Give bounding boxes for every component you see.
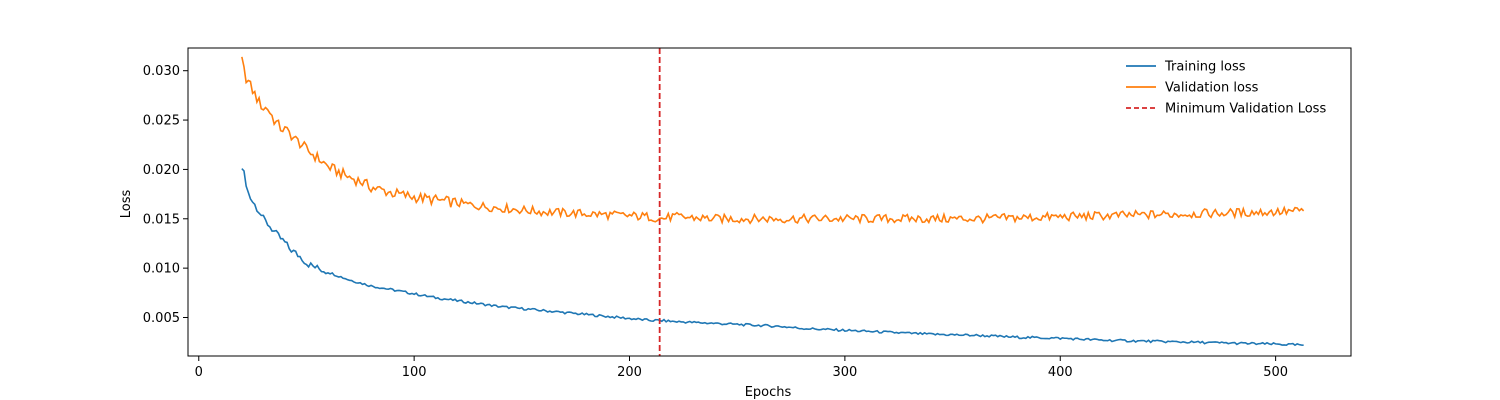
y-tick-label: 0.020 [143, 163, 180, 178]
x-tick-label: 300 [832, 365, 857, 380]
y-tick-label: 0.015 [143, 212, 180, 227]
legend-label: Validation loss [1165, 81, 1259, 96]
plot-frame [187, 47, 1352, 357]
x-tick-label: 500 [1263, 365, 1288, 380]
y-tick-label: 0.010 [143, 262, 180, 277]
x-tick-label: 200 [617, 365, 642, 380]
legend-label: Minimum Validation Loss [1165, 102, 1326, 117]
legend-label: Training loss [1164, 60, 1246, 75]
legend: Training loss Validation loss Minimum Vali… [1126, 60, 1326, 117]
series-line-training-loss [241, 168, 1304, 347]
x-axis-label: Epochs [745, 385, 792, 400]
y-tick-label: 0.025 [143, 114, 180, 129]
axes: 0 100 200 300 400 500 0.005 0.010 0.015 0.020 0.02… [143, 47, 1352, 380]
x-tick-label: 100 [402, 365, 427, 380]
y-tick-label: 0.005 [143, 311, 180, 326]
y-axis-label: Loss [119, 190, 134, 219]
y-tick-label: 0.030 [143, 64, 180, 79]
plot-area [241, 48, 1305, 356]
series-line-validation-loss [241, 56, 1305, 226]
x-tick-label: 400 [1048, 365, 1073, 380]
x-tick-label: 0 [195, 365, 203, 380]
